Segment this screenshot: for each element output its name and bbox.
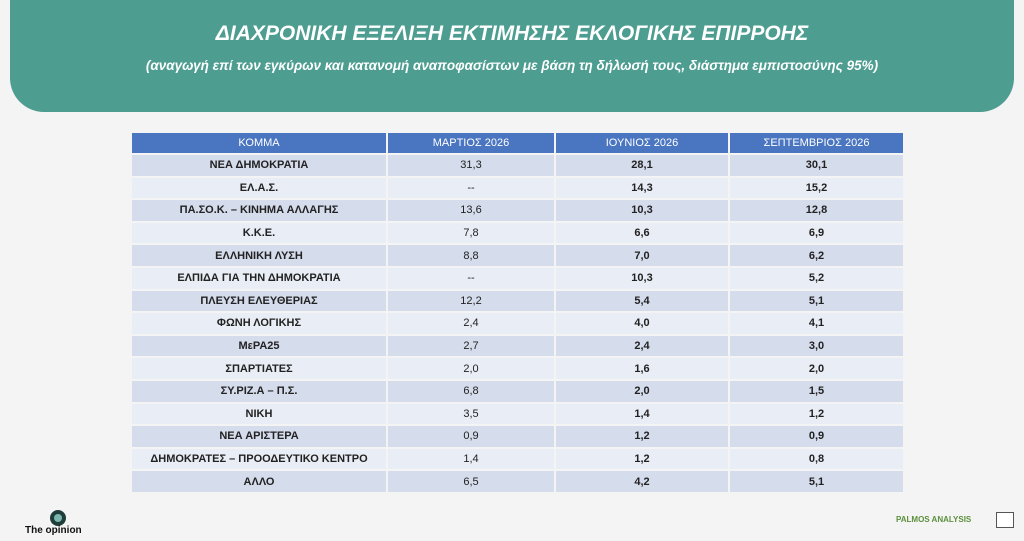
table-row: ΑΛΛΟ 6,5 4,2 5,1 bbox=[132, 471, 903, 492]
september-value: 6,9 bbox=[730, 222, 903, 244]
column-header-june: ΙΟΥΝΙΟΣ 2026 bbox=[556, 133, 728, 153]
september-value: 6,2 bbox=[730, 245, 903, 266]
march-value: 2,7 bbox=[388, 335, 554, 357]
september-value: 1,2 bbox=[730, 403, 903, 425]
table-row: ΕΛΛΗΝΙΚΗ ΛΥΣΗ 8,8 7,0 6,2 bbox=[132, 245, 903, 266]
table-row: ΝΕΑ ΔΗΜΟΚΡΑΤΙΑ 31,3 28,1 30,1 bbox=[132, 155, 903, 176]
june-value: 1,6 bbox=[556, 358, 728, 379]
table-row: Κ.Κ.Ε. 7,8 6,6 6,9 bbox=[132, 222, 903, 244]
september-value: 5,1 bbox=[730, 471, 903, 492]
september-value: 2,0 bbox=[730, 358, 903, 379]
june-value: 5,4 bbox=[556, 290, 728, 312]
column-header-party: ΚΟΜΜΑ bbox=[132, 133, 386, 153]
party-cell: ΜεΡΑ25 bbox=[132, 335, 386, 357]
table-row: ΜεΡΑ25 2,7 2,4 3,0 bbox=[132, 335, 903, 357]
september-value: 0,9 bbox=[730, 426, 903, 447]
column-header-march: ΜΑΡΤΙΟΣ 2026 bbox=[388, 133, 554, 153]
march-value: 3,5 bbox=[388, 403, 554, 425]
table-row: ΕΛ.Α.Σ. -- 14,3 15,2 bbox=[132, 177, 903, 199]
september-value: 30,1 bbox=[730, 155, 903, 176]
june-value: 10,3 bbox=[556, 200, 728, 221]
june-value: 4,2 bbox=[556, 471, 728, 492]
table-row: ΦΩΝΗ ΛΟΓΙΚΗΣ 2,4 4,0 4,1 bbox=[132, 313, 903, 334]
march-value: 2,4 bbox=[388, 313, 554, 334]
results-table: ΚΟΜΜΑ ΜΑΡΤΙΟΣ 2026 ΙΟΥΝΙΟΣ 2026 ΣΕΠΤΕΜΒΡ… bbox=[130, 131, 905, 494]
march-value: -- bbox=[388, 267, 554, 289]
party-cell: ΝΕΑ ΔΗΜΟΚΡΑΤΙΑ bbox=[132, 155, 386, 176]
june-value: 7,0 bbox=[556, 245, 728, 266]
march-value: 1,4 bbox=[388, 448, 554, 470]
party-cell: ΣΠΑΡΤΙΑΤΕΣ bbox=[132, 358, 386, 379]
september-value: 12,8 bbox=[730, 200, 903, 221]
september-value: 15,2 bbox=[730, 177, 903, 199]
party-cell: ΕΛΠΙΔΑ ΓΙΑ ΤΗΝ ΔΗΜΟΚΡΑΤΙΑ bbox=[132, 267, 386, 289]
palmos-analysis-logo-icon bbox=[996, 512, 1014, 528]
table-row: ΝΕΑ ΑΡΙΣΤΕΡΑ 0,9 1,2 0,9 bbox=[132, 426, 903, 447]
march-value: 0,9 bbox=[388, 426, 554, 447]
page-title: ΔΙΑΧΡΟΝΙΚΗ ΕΞΕΛΙΞΗ ΕΚΤΙΜΗΣΗΣ ΕΚΛΟΓΙΚΗΣ Ε… bbox=[215, 22, 809, 45]
september-value: 5,1 bbox=[730, 290, 903, 312]
page-subtitle: (αναγωγή επί των εγκύρων και κατανομή αν… bbox=[145, 58, 879, 73]
march-value: 8,8 bbox=[388, 245, 554, 266]
table-row: ΠΑ.ΣΟ.Κ. – ΚΙΝΗΜΑ ΑΛΛΑΓΗΣ 13,6 10,3 12,8 bbox=[132, 200, 903, 221]
party-cell: Κ.Κ.Ε. bbox=[132, 222, 386, 244]
the-opinion-logo-text: The opinion bbox=[25, 525, 82, 536]
column-header-september: ΣΕΠΤΕΜΒΡΙΟΣ 2026 bbox=[730, 133, 903, 153]
table-row: ΠΛΕΥΣΗ ΕΛΕΥΘΕΡΙΑΣ 12,2 5,4 5,1 bbox=[132, 290, 903, 312]
table-row: ΕΛΠΙΔΑ ΓΙΑ ΤΗΝ ΔΗΜΟΚΡΑΤΙΑ -- 10,3 5,2 bbox=[132, 267, 903, 289]
june-value: 1,2 bbox=[556, 448, 728, 470]
march-value: 2,0 bbox=[388, 358, 554, 379]
party-cell: ΕΛ.Α.Σ. bbox=[132, 177, 386, 199]
june-value: 4,0 bbox=[556, 313, 728, 334]
party-cell: ΔΗΜΟΚΡΑΤΕΣ – ΠΡΟΟΔΕΥΤΙΚΟ ΚΕΝΤΡΟ bbox=[132, 448, 386, 470]
table-body: ΝΕΑ ΔΗΜΟΚΡΑΤΙΑ 31,3 28,1 30,1 ΕΛ.Α.Σ. -- 14,3 1… bbox=[132, 155, 903, 492]
title-banner bbox=[10, 0, 1014, 112]
table-row: ΔΗΜΟΚΡΑΤΕΣ – ΠΡΟΟΔΕΥΤΙΚΟ ΚΕΝΤΡΟ 1,4 1,2 0,8 bbox=[132, 448, 903, 470]
march-value: 7,8 bbox=[388, 222, 554, 244]
party-cell: ΑΛΛΟ bbox=[132, 471, 386, 492]
the-opinion-logo-icon bbox=[50, 510, 66, 526]
june-value: 2,0 bbox=[556, 380, 728, 402]
table-row: ΝΙΚΗ 3,5 1,4 1,2 bbox=[132, 403, 903, 425]
june-value: 28,1 bbox=[556, 155, 728, 176]
table-row: ΣΥ.ΡΙΖ.Α – Π.Σ. 6,8 2,0 1,5 bbox=[132, 380, 903, 402]
table-row: ΣΠΑΡΤΙΑΤΕΣ 2,0 1,6 2,0 bbox=[132, 358, 903, 379]
party-cell: ΝΕΑ ΑΡΙΣΤΕΡΑ bbox=[132, 426, 386, 447]
party-cell: ΕΛΛΗΝΙΚΗ ΛΥΣΗ bbox=[132, 245, 386, 266]
june-value: 14,3 bbox=[556, 177, 728, 199]
party-cell: ΣΥ.ΡΙΖ.Α – Π.Σ. bbox=[132, 380, 386, 402]
march-value: -- bbox=[388, 177, 554, 199]
march-value: 6,8 bbox=[388, 380, 554, 402]
march-value: 31,3 bbox=[388, 155, 554, 176]
party-cell: ΠΑ.ΣΟ.Κ. – ΚΙΝΗΜΑ ΑΛΛΑΓΗΣ bbox=[132, 200, 386, 221]
september-value: 0,8 bbox=[730, 448, 903, 470]
march-value: 13,6 bbox=[388, 200, 554, 221]
party-cell: ΠΛΕΥΣΗ ΕΛΕΥΘΕΡΙΑΣ bbox=[132, 290, 386, 312]
table-header-row: ΚΟΜΜΑ ΜΑΡΤΙΟΣ 2026 ΙΟΥΝΙΟΣ 2026 ΣΕΠΤΕΜΒΡ… bbox=[132, 133, 903, 153]
june-value: 6,6 bbox=[556, 222, 728, 244]
the-opinion-logo: The opinion bbox=[20, 510, 100, 538]
september-value: 3,0 bbox=[730, 335, 903, 357]
march-value: 6,5 bbox=[388, 471, 554, 492]
june-value: 1,4 bbox=[556, 403, 728, 425]
party-cell: ΝΙΚΗ bbox=[132, 403, 386, 425]
september-value: 4,1 bbox=[730, 313, 903, 334]
march-value: 12,2 bbox=[388, 290, 554, 312]
june-value: 10,3 bbox=[556, 267, 728, 289]
september-value: 5,2 bbox=[730, 267, 903, 289]
palmos-analysis-logo: PALMOS ANALYSIS bbox=[896, 515, 972, 524]
june-value: 2,4 bbox=[556, 335, 728, 357]
june-value: 1,2 bbox=[556, 426, 728, 447]
party-cell: ΦΩΝΗ ΛΟΓΙΚΗΣ bbox=[132, 313, 386, 334]
september-value: 1,5 bbox=[730, 380, 903, 402]
